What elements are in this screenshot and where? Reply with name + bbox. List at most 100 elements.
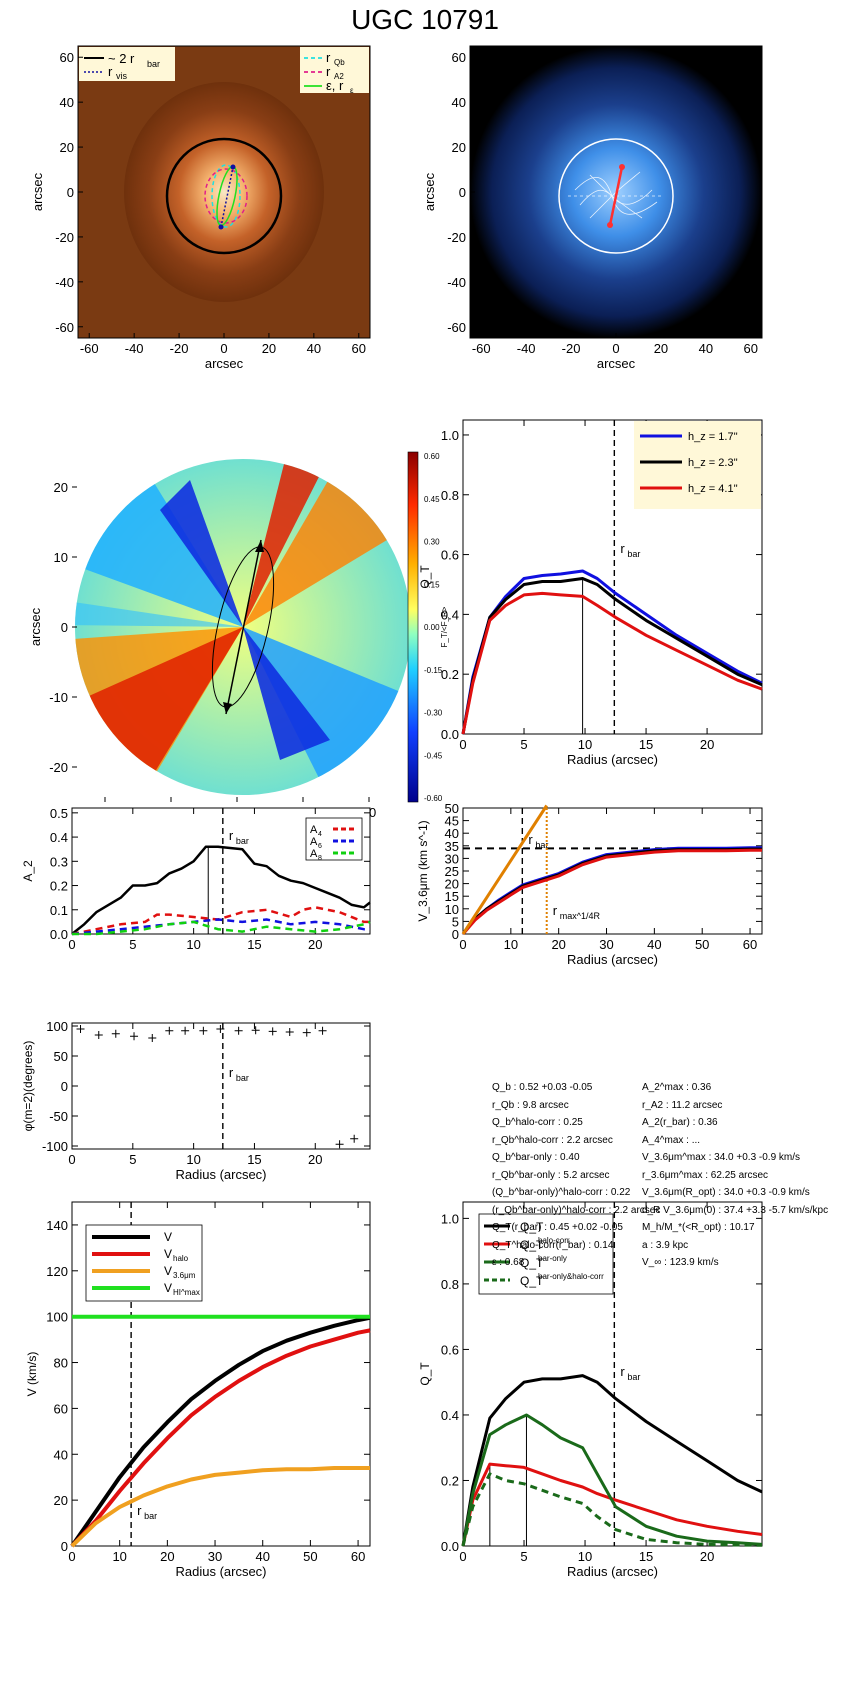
legend-subscript: 3.6μm	[173, 1271, 196, 1280]
legend-subscript: halo	[173, 1254, 189, 1263]
stat-right: A_2^max : 0.36	[642, 1082, 712, 1093]
colorbar-ticks: 0.60 0.45 0.30 0.15 0.00 -0.15 -0.30 -0.45 -0.60…	[424, 452, 449, 803]
series-line	[461, 848, 762, 935]
scatter-point	[111, 1029, 120, 1038]
qt-chart: 0 5 10 15 20 0.0 0.2 0.4 0.6 0.8 1.0 Radius (arcsec…	[418, 419, 763, 767]
x-tick-label: 15	[247, 937, 261, 952]
x-tick-label: 50	[695, 937, 709, 952]
stat-left: Q_T(r_bar) : 0.45 +0.02 -0.05	[492, 1222, 623, 1233]
velocity-chart: 0 10 20 30 40 50 60 0 20 40 60 80 100 120 140 Radius (a…	[25, 1201, 371, 1579]
stat-right: V_3.6μm(R_opt) : 34.0 +0.3 -0.9 km/s	[642, 1187, 810, 1198]
stat-right: V_∞ : 123.9 km/s	[642, 1257, 719, 1268]
stat-left: Q_b^bar-only : 0.40	[492, 1152, 580, 1163]
series-line	[461, 804, 548, 935]
x-axis-label: Radius (arcsec)	[567, 1564, 658, 1579]
x-tick-label: 30	[599, 937, 613, 952]
series-line	[71, 906, 370, 936]
y-tick-label: 20	[54, 480, 68, 495]
x-tick-label: 10	[186, 1152, 200, 1167]
legend-label: A	[310, 848, 318, 860]
colorbar	[407, 451, 419, 803]
x-tick-label: 20	[700, 1549, 714, 1564]
image-panel-blue	[469, 45, 763, 339]
stat-left: r_Qb : 9.8 arcsec	[492, 1099, 569, 1111]
x-tick-label: 20	[654, 341, 668, 356]
image-panel-orange	[77, 45, 371, 339]
legend-label: A	[310, 836, 318, 848]
colorbar-tick-label: -0.60	[424, 794, 443, 803]
x-tick-label: 5	[520, 1549, 527, 1564]
x-tick-label: 40	[699, 341, 713, 356]
y-axis-label: A_2	[21, 860, 35, 882]
stats-block: Q_b : 0.52 +0.03 -0.05 r_Qb : 9.8 arcsec Q…	[492, 1082, 832, 1282]
scatter-point	[181, 1026, 190, 1035]
y-tick-label: -10	[49, 690, 68, 705]
x-tick-label: 10	[578, 737, 592, 752]
legend-subscript: bar	[147, 59, 160, 69]
x-axis-label: arcsec	[597, 356, 636, 371]
vline-label: r	[528, 832, 533, 847]
y-tick-label: 5	[452, 914, 459, 929]
scatter-point	[76, 1025, 85, 1033]
x-tick-label: 15	[247, 1152, 261, 1167]
x-tick-label: 60	[744, 341, 758, 356]
x-tick-label: 50	[303, 1549, 317, 1564]
x-tick-label: 0	[459, 937, 466, 952]
x-tick-label: 0	[459, 737, 466, 752]
phase-chart: 0 5 10 15 20 -100 -50 0 50 100 Radius (arcsec) φ(m=…	[21, 1019, 371, 1182]
legend-label: Q_T	[520, 1220, 544, 1234]
y-tick-label: 100	[46, 1310, 68, 1325]
y-tick-label: 1.0	[441, 428, 459, 443]
y-tick-label: 40	[452, 95, 466, 110]
scatter-point	[302, 1028, 311, 1037]
scatter-point	[216, 1025, 225, 1033]
plot-frame	[71, 1022, 371, 1150]
two-rbar-circle	[165, 137, 283, 255]
legend-label: ~ 2 r	[108, 51, 135, 66]
y-tick-label: 0.8	[441, 488, 459, 503]
x-tick-label: 20	[308, 937, 322, 952]
legend-label: r	[326, 64, 331, 79]
y-axis-label: Q_T	[418, 1362, 432, 1386]
image2-axes: -60 -60 -40 -40 -20 -20 0 0 20 20 40 40 60 60 arcsec ar…	[422, 50, 758, 371]
legend-subscript: vis	[116, 71, 127, 81]
legend-label: r	[108, 64, 113, 79]
stat-left: (Q_b^bar-only)^halo-corr : 0.22	[492, 1187, 631, 1198]
x-tick-label: 60	[743, 937, 757, 952]
legend-label: Q_T	[520, 1256, 544, 1270]
y-tick-label: 30	[445, 851, 459, 866]
vline-label: r	[620, 541, 625, 556]
stat-right: d_R V_3.6μm(0) : 37.4 +3.3 -5.7 km/s/kpc	[642, 1204, 829, 1216]
x-axis-label: Radius (arcsec)	[567, 952, 658, 967]
y-tick-label: -20	[49, 760, 68, 775]
y-tick-label: 20	[60, 140, 74, 155]
y-tick-label: -40	[447, 275, 466, 290]
y-tick-label: 0.3	[50, 854, 68, 869]
y-tick-label: 0.8	[441, 1277, 459, 1292]
x-tick-label: 10	[112, 1549, 126, 1564]
x-tick-label: 0	[220, 341, 227, 356]
legend-superscript: bar-only&halo-corr	[538, 1272, 604, 1281]
scatter-point	[199, 1026, 208, 1035]
v36-chart: 0 10 20 30 40 50 6005101520253035404550Radius …	[416, 801, 763, 967]
y-tick-label: 10	[54, 550, 68, 565]
legend-label: A	[310, 824, 318, 836]
x-tick-label: 20	[551, 937, 565, 952]
x-axis-label: Radius (arcsec)	[175, 1564, 266, 1579]
series-line	[461, 591, 763, 735]
y-tick-label: 0.4	[441, 1408, 459, 1423]
stat-left: r_Qb^bar-only : 5.2 arcsec	[492, 1169, 610, 1181]
series-line	[461, 1462, 763, 1547]
x-tick-label: 30	[208, 1549, 222, 1564]
image1-axes: -60 -60 -40 -40 -20 -20 0 0 20 20 40 40 60 60 arcsec ar…	[30, 50, 366, 371]
y-tick-label: 0.2	[50, 879, 68, 894]
x-tick-label: -60	[80, 341, 99, 356]
stat-left: r_Qb^halo-corr : 2.2 arcsec	[492, 1134, 613, 1146]
legend-subscript: HI^max	[173, 1288, 200, 1297]
y-tick-label: 40	[54, 1447, 68, 1462]
y-tick-label: 140	[46, 1218, 68, 1233]
scatter-point	[285, 1028, 294, 1036]
x-tick-label: 10	[186, 937, 200, 952]
stat-right: A_4^max : ...	[642, 1134, 701, 1146]
